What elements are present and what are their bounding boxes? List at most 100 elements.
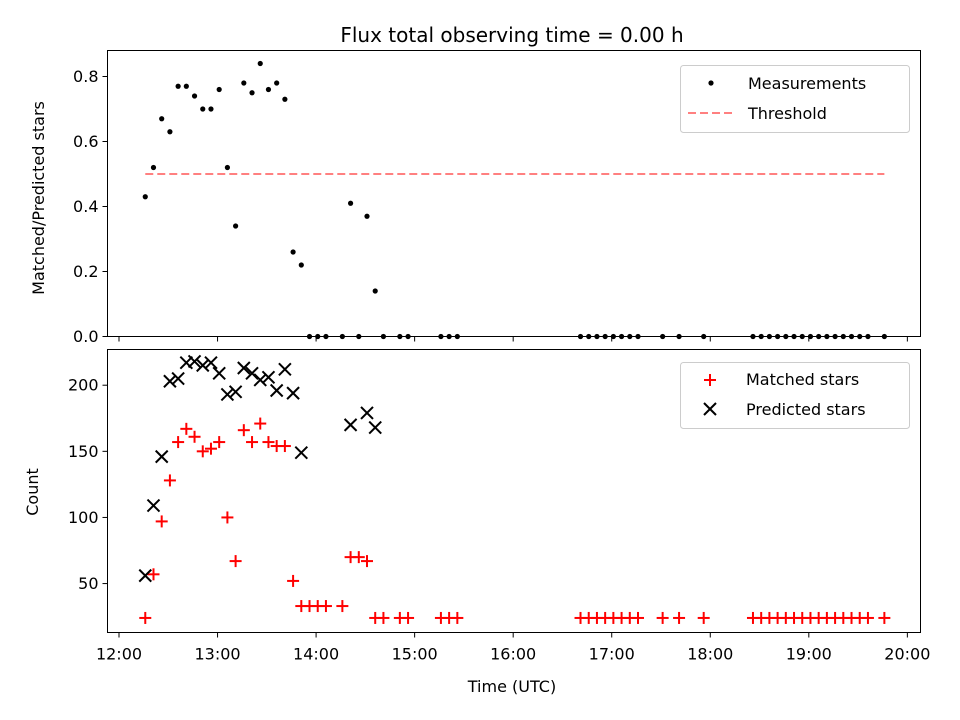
- ratio-panel: 0.00.20.40.60.8 Matched/Predicted stars …: [29, 50, 921, 346]
- matched-star-point: [861, 611, 874, 624]
- count-xtick-label: 15:00: [392, 645, 438, 664]
- count-ytick-label: 200: [68, 376, 99, 395]
- matched-star-point: [697, 611, 710, 624]
- predicted-star-point: [237, 361, 251, 375]
- measurement-point: [241, 80, 247, 86]
- count-panel: 50 100 150 200 12:00 13:00 14:00 15:00 16:00 17:0…: [23, 349, 930, 696]
- measurement-point: [200, 106, 206, 112]
- predicted-star-point: [146, 498, 161, 513]
- measurement-point: [175, 83, 181, 89]
- matched-star-point: [336, 600, 349, 613]
- legend-threshold-label: Threshold: [747, 104, 827, 123]
- predicted-star-point: [269, 383, 284, 398]
- count-panel-plot-area: [138, 354, 891, 624]
- matched-star-point: [656, 611, 669, 624]
- count-xtick-label: 12:00: [96, 645, 142, 664]
- predicted-star-point: [204, 356, 218, 370]
- predicted-star-point: [154, 449, 169, 464]
- count-xtick-label: 13:00: [194, 645, 240, 664]
- count-panel-ticks: 50 100 150 200 12:00 13:00 14:00 15:00 16:00 17:0…: [68, 376, 930, 664]
- count-xtick-label: 18:00: [687, 645, 733, 664]
- measurement-point: [249, 90, 255, 96]
- matched-star-point: [451, 611, 464, 624]
- measurement-point: [191, 93, 198, 99]
- measurement-point: [183, 83, 189, 89]
- predicted-star-point: [212, 366, 226, 381]
- measurement-point: [233, 223, 239, 229]
- measurement-point: [142, 194, 148, 200]
- count-xtick-label: 17:00: [589, 645, 635, 664]
- measurement-point: [257, 60, 263, 67]
- matched-star-point: [878, 611, 891, 624]
- matched-star-point: [188, 430, 201, 443]
- predicted-star-point: [286, 386, 300, 400]
- count-xtick-label: 16:00: [490, 645, 536, 664]
- measurement-point: [298, 262, 304, 268]
- predicted-star-point: [171, 371, 185, 386]
- count-ytick-label: 150: [68, 442, 99, 461]
- count-panel-legend: Matched stars Predicted stars: [680, 362, 910, 429]
- predicted-star-point: [245, 366, 259, 381]
- predicted-star-point: [220, 387, 235, 402]
- measurement-point: [372, 288, 378, 294]
- legend-measurements-label: Measurements: [748, 74, 866, 93]
- matched-star-point: [352, 551, 365, 564]
- measurement-point: [347, 200, 354, 206]
- matched-star-point: [172, 436, 185, 449]
- predicted-star-point: [294, 445, 309, 460]
- measurement-point: [282, 96, 288, 102]
- measurement-point: [167, 129, 173, 135]
- measurement-point: [274, 80, 280, 86]
- predicted-star-point: [360, 406, 374, 420]
- legend-predicted-marker: [703, 402, 717, 416]
- matched-star-point: [237, 424, 250, 437]
- predicted-star-point: [278, 362, 292, 377]
- predicted-star-point: [368, 420, 382, 435]
- legend-measurements-marker: [708, 80, 714, 86]
- ratio-panel-ylabel: Matched/Predicted stars: [29, 101, 48, 295]
- ratio-ytick-label: 0.4: [73, 197, 98, 216]
- predicted-star-point: [228, 385, 243, 399]
- matched-star-point: [361, 555, 374, 568]
- figure-title: Flux total observing time = 0.00 h: [340, 23, 683, 47]
- matched-star-point: [632, 611, 645, 624]
- predicted-star-point: [196, 358, 210, 373]
- ratio-ytick-label: 0.2: [73, 262, 98, 281]
- count-legend-box: [680, 362, 910, 429]
- matched-star-point: [180, 422, 193, 435]
- ratio-legend-box: [680, 65, 910, 133]
- ratio-ytick-label: 0.6: [73, 132, 98, 151]
- count-ytick-label: 50: [78, 574, 98, 593]
- measurement-point: [150, 164, 157, 171]
- matched-star-point: [319, 600, 332, 613]
- matched-star-point: [262, 436, 275, 449]
- legend-predicted-label: Predicted stars: [746, 400, 866, 419]
- ratio-panel-ticks: 0.0 0.2 0.4 0.6 0.8: [73, 67, 908, 346]
- ratio-ytick-label: 0.0: [73, 327, 98, 346]
- matched-star-point: [155, 515, 168, 528]
- predicted-star-point: [343, 418, 358, 432]
- count-panel-xlabel: Time (UTC): [467, 677, 556, 696]
- measurement-point: [364, 213, 370, 219]
- matched-star-point: [287, 574, 300, 587]
- count-xtick-label: 20:00: [884, 645, 930, 664]
- matched-star-point: [254, 417, 267, 430]
- count-xtick-label: 14:00: [293, 645, 339, 664]
- ratio-panel-frame: [107, 50, 921, 337]
- predicted-star-point: [138, 568, 152, 583]
- count-panel-frame: [107, 349, 921, 633]
- predicted-star-point: [187, 354, 202, 369]
- measurement-point: [208, 106, 214, 112]
- matched-star-point: [221, 511, 234, 524]
- predicted-star-point: [253, 373, 267, 387]
- measurement-point: [224, 164, 230, 171]
- matched-star-point: [402, 611, 415, 624]
- matched-star-point: [213, 436, 226, 449]
- legend-matched-label: Matched stars: [746, 370, 859, 389]
- predicted-star-point: [163, 374, 177, 388]
- matched-star-point: [229, 555, 242, 568]
- matched-star-point: [196, 445, 209, 458]
- count-xtick-label: 19:00: [786, 645, 832, 664]
- matched-star-point: [139, 611, 152, 624]
